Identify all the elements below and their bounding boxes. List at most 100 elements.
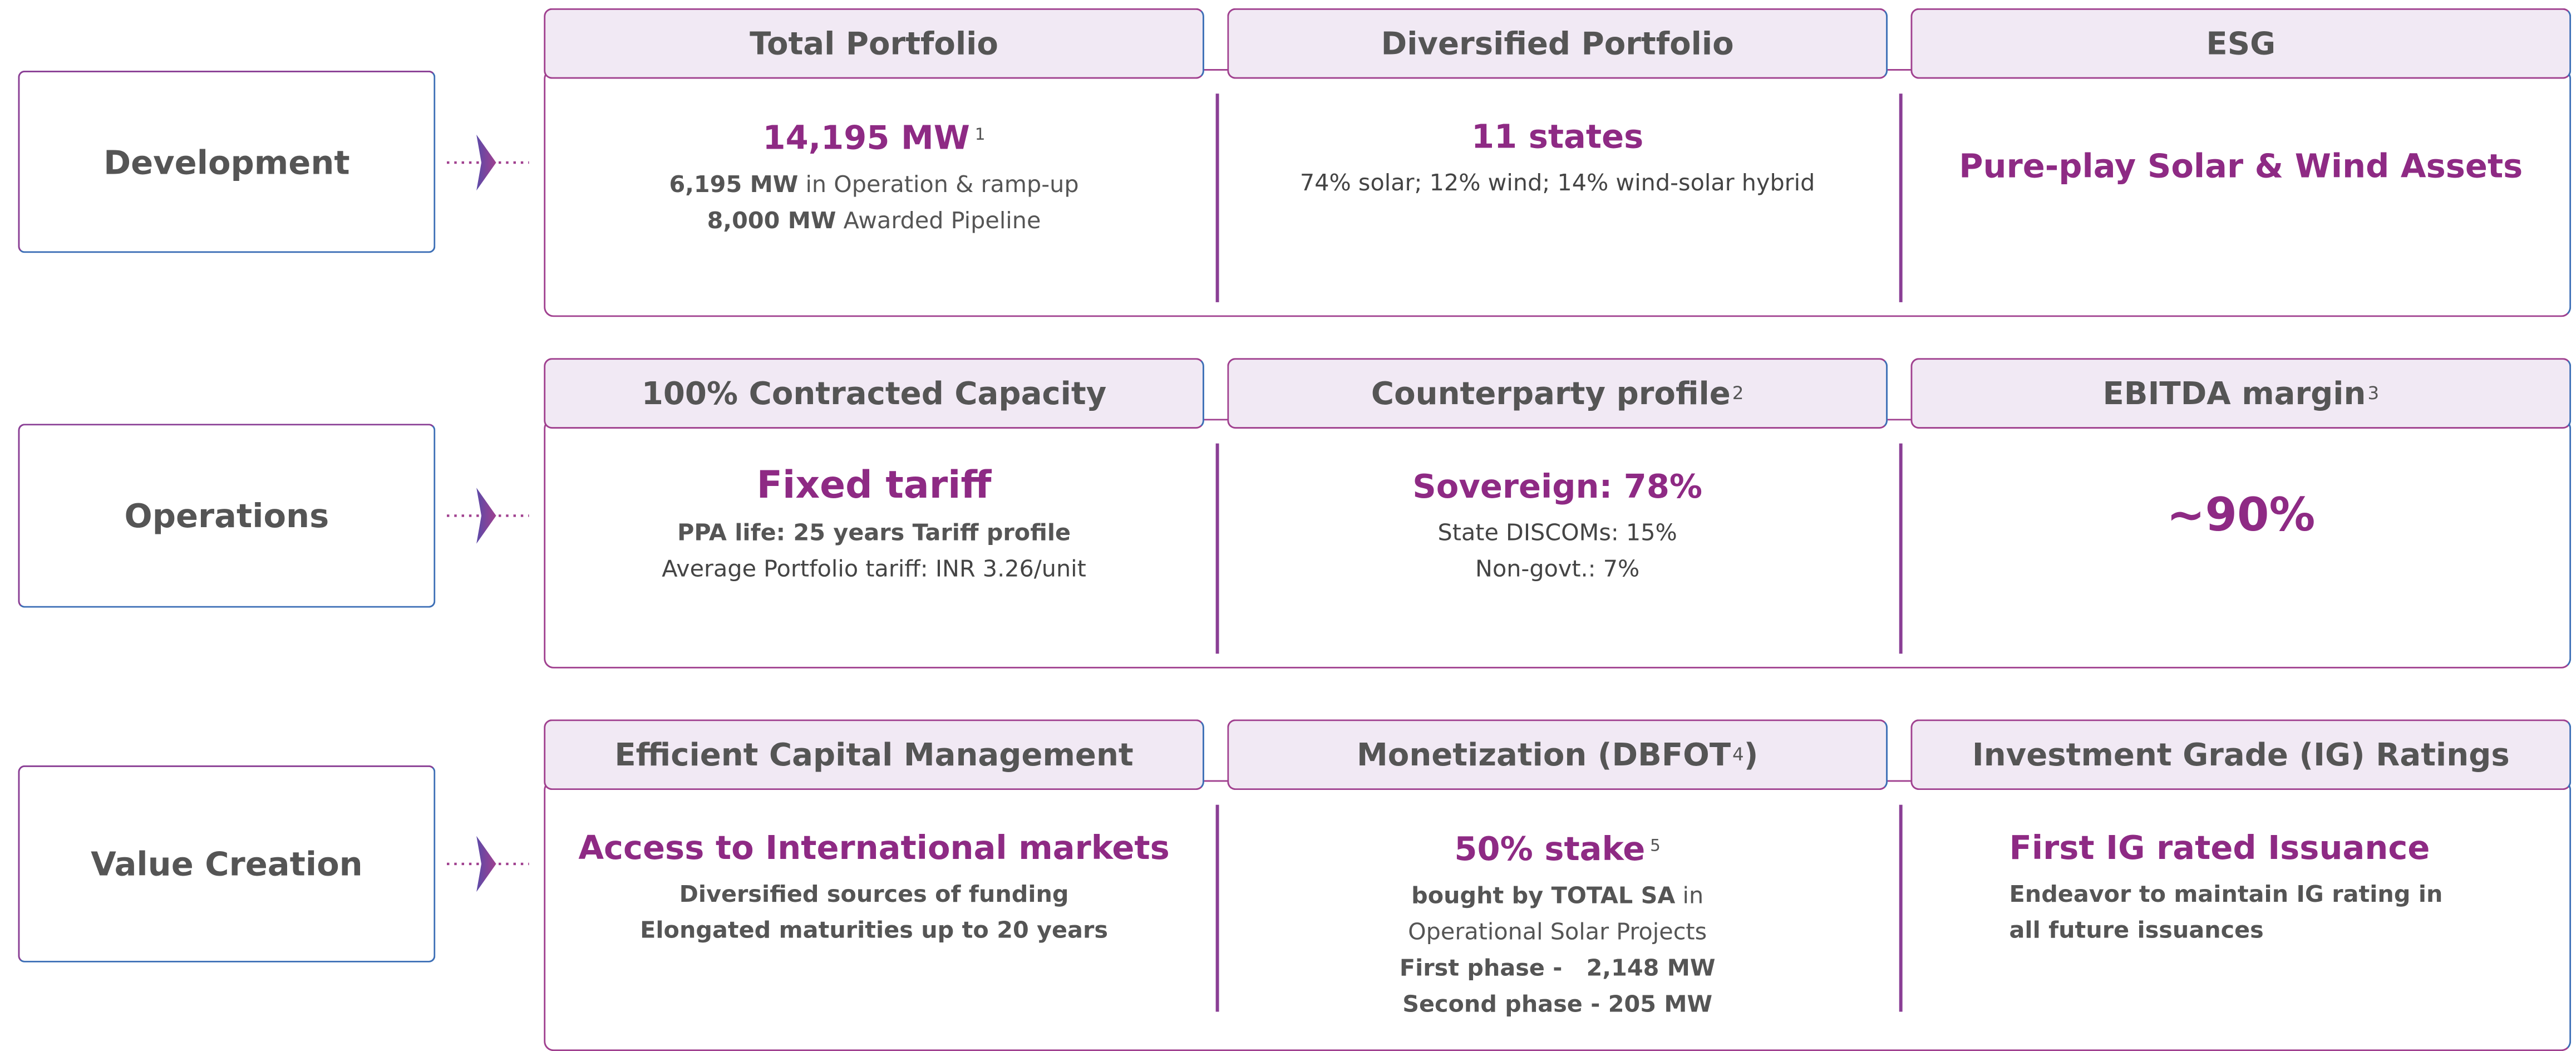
text: Monetization (DBFOT: [1356, 736, 1731, 773]
section-body: Sovereign: 78% State DISCOMs: 15% Non-govt…: [1227, 461, 1888, 588]
section-header: Diversified Portfolio: [1227, 8, 1888, 79]
divider: [1215, 94, 1219, 302]
section-header: Counterparty profile 2: [1227, 358, 1888, 429]
section-header: EBITDA margin 3: [1910, 358, 2572, 429]
text: Second phase - 205 MW: [1402, 991, 1713, 1018]
page: Development Total Portfolio 14,195 MW 1 6,19…: [18, 8, 2572, 1051]
text: in: [1675, 883, 1704, 910]
line: 14,195 MW 1: [544, 112, 1204, 167]
section-header: Investment Grade (IG) Ratings: [1910, 719, 2572, 790]
line: Operational Solar Projects: [1227, 914, 1888, 950]
text: Efficient Capital Management: [614, 736, 1134, 773]
row-label-text: Operations: [124, 496, 329, 536]
line: Sovereign: 78%: [1227, 461, 1888, 515]
text: Investment Grade (IG) Ratings: [1972, 736, 2510, 773]
section-body: Fixed tariff PPA life: 25 years Tariff pr…: [544, 461, 1204, 588]
row-label: Development: [18, 70, 436, 253]
slide: Development Total Portfolio 14,195 MW 1 6,19…: [18, 8, 2572, 1051]
text: 100% Contracted Capacity: [641, 375, 1107, 412]
line: 50% stake 5: [1227, 823, 1888, 878]
section-header: Efficient Capital Management: [544, 719, 1204, 790]
section-header: ESG: [1910, 8, 2572, 79]
text: 4: [1732, 744, 1744, 765]
arrow: [446, 488, 529, 544]
section-body: 50% stake 5 bought by TOTAL SA in Operation…: [1227, 823, 1888, 1023]
divider: [1899, 94, 1902, 302]
text: Counterparty profile: [1371, 375, 1731, 412]
line: State DISCOMs: 15%: [1227, 515, 1888, 552]
section-header: 100% Contracted Capacity: [544, 358, 1204, 429]
text: Diversified Portfolio: [1381, 25, 1734, 62]
text: in Operation & ramp-up: [798, 171, 1079, 198]
row-label: Value Creation: [18, 765, 436, 962]
line: 8,000 MW Awarded Pipeline: [544, 203, 1204, 239]
text: 14,195 MW: [762, 117, 970, 158]
text: 2: [1732, 382, 1744, 404]
section-body: Pure-play Solar & Wind Assets: [1910, 141, 2571, 195]
text: Awarded Pipeline: [836, 208, 1041, 234]
row-label-text: Value Creation: [91, 844, 363, 884]
line: Diversified sources of funding: [544, 877, 1204, 914]
row-label: Operations: [18, 424, 436, 608]
section-body: ~90%: [1910, 488, 2571, 548]
text: EBITDA margin: [2102, 375, 2366, 412]
text: 11 states: [1471, 116, 1644, 156]
text: ~90%: [2166, 488, 2316, 542]
line: Non-govt.: 7%: [1227, 552, 1888, 588]
line: First phase - 2,148 MW: [1227, 950, 1888, 986]
section-body: 14,195 MW 1 6,195 MW in Operation & ramp-u…: [544, 112, 1204, 239]
line: Pure-play Solar & Wind Assets: [1910, 141, 2571, 195]
text: First IG rated Issuance: [2009, 828, 2430, 867]
line: bought by TOTAL SA in: [1227, 878, 1888, 914]
text: 50% stake: [1454, 828, 1646, 868]
text: ESG: [2206, 25, 2276, 62]
text: PPA life: 25 years Tariff profile: [677, 520, 1071, 547]
arrow: [446, 134, 529, 190]
line: PPA life: 25 years Tariff profile: [544, 515, 1204, 552]
text: 1: [974, 126, 986, 145]
text: Sovereign: 78%: [1412, 466, 1703, 506]
text: Total Portfolio: [750, 25, 998, 62]
line: 11 states: [1227, 112, 1888, 166]
text: 8,000 MW: [707, 208, 836, 234]
text: Pure-play Solar & Wind Assets: [1959, 146, 2523, 186]
text: Operational Solar Projects: [1408, 919, 1707, 946]
text: all future issuances: [2009, 918, 2264, 945]
text: 6,195 MW: [669, 171, 799, 198]
text: Average Portfolio tariff: INR 3.26/unit: [662, 557, 1086, 583]
line: First IG rated Issuance: [2009, 823, 2572, 877]
divider: [1215, 443, 1219, 654]
section-header: Total Portfolio: [544, 8, 1204, 79]
text: 5: [1650, 837, 1661, 856]
text: 74% solar; 12% wind; 14% wind-solar hybr…: [1299, 170, 1815, 198]
section-body: 11 states 74% solar; 12% wind; 14% wind-s…: [1227, 112, 1888, 202]
text: First phase - 2,148 MW: [1399, 955, 1716, 982]
line: Elongated maturities up to 20 years: [544, 913, 1204, 949]
text: Elongated maturities up to 20 years: [640, 918, 1108, 945]
line: all future issuances: [2009, 913, 2572, 949]
text: bought by TOTAL SA: [1411, 883, 1676, 910]
line: Access to International markets: [544, 823, 1204, 877]
line: 74% solar; 12% wind; 14% wind-solar hybr…: [1227, 166, 1888, 202]
text: Diversified sources of funding: [679, 882, 1069, 908]
section-body: Access to International markets Diversifi…: [544, 823, 1204, 949]
divider: [1899, 443, 1902, 654]
line: 6,195 MW in Operation & ramp-up: [544, 167, 1204, 203]
text: Non-govt.: 7%: [1475, 557, 1640, 583]
line: Second phase - 205 MW: [1227, 986, 1888, 1023]
text: ): [1743, 736, 1759, 773]
row-label-text: Development: [104, 142, 350, 182]
text: Endeavor to maintain IG rating in: [2009, 882, 2443, 908]
line: ~90%: [1910, 488, 2571, 548]
text: Fixed tariff: [756, 464, 992, 508]
line: Average Portfolio tariff: INR 3.26/unit: [544, 552, 1204, 588]
divider: [1899, 804, 1902, 1012]
divider: [1215, 804, 1219, 1012]
line: Fixed tariff: [544, 461, 1204, 515]
text: Access to International markets: [578, 828, 1170, 867]
section-body: First IG rated Issuance Endeavor to maint…: [2009, 823, 2572, 949]
text: State DISCOMs: 15%: [1437, 520, 1677, 547]
section-header: Monetization (DBFOT 4): [1227, 719, 1888, 790]
line: Endeavor to maintain IG rating in: [2009, 877, 2572, 914]
arrow: [446, 836, 529, 892]
